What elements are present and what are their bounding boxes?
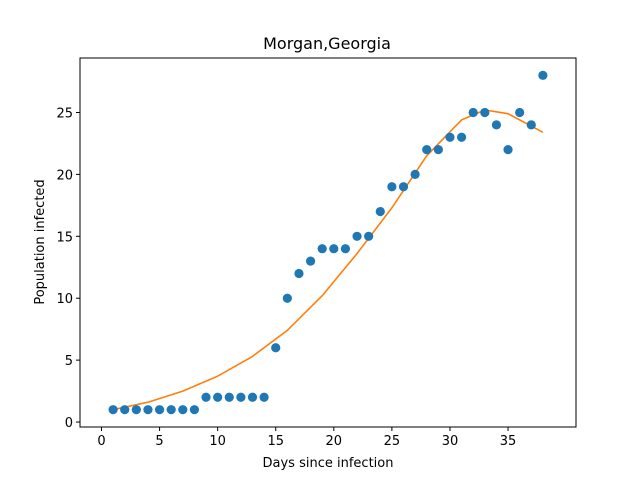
data-point: [456, 132, 467, 142]
data-point: [515, 107, 525, 118]
data-point: [329, 244, 339, 254]
data-point: [236, 392, 246, 402]
y-tick-label: 10: [56, 292, 73, 307]
data-point: [375, 206, 385, 217]
plot-area: [108, 70, 548, 415]
data-point: [247, 392, 258, 402]
data-point: [294, 268, 304, 279]
data-point: [154, 405, 165, 415]
data-point: [259, 392, 269, 402]
x-axis-label: Days since infection: [263, 456, 394, 471]
y-tick-label: 25: [56, 106, 73, 121]
chart-title: Morgan,Georgia: [263, 34, 391, 53]
data-point: [445, 132, 455, 142]
data-point: [213, 392, 223, 402]
data-point: [503, 145, 513, 155]
x-tick-label: 30: [442, 434, 459, 449]
data-point: [468, 107, 478, 118]
data-point: [120, 405, 130, 415]
data-point: [305, 256, 316, 266]
data-point: [201, 392, 211, 402]
data-point: [433, 145, 443, 155]
y-tick-label: 5: [65, 354, 73, 369]
x-axis: 0 5 10 15 20 25 30 35: [97, 427, 516, 449]
y-axis-label: Population infected: [33, 179, 48, 304]
data-point: [364, 231, 374, 241]
x-tick-label: 10: [209, 434, 226, 449]
data-point: [131, 405, 141, 415]
data-point: [340, 244, 351, 254]
data-point: [352, 231, 362, 241]
x-tick-label: 25: [384, 434, 401, 449]
data-point: [410, 169, 420, 179]
data-point: [491, 120, 502, 130]
data-point: [526, 120, 536, 130]
data-point: [422, 145, 432, 155]
data-point: [282, 293, 292, 303]
y-tick-label: 15: [56, 230, 73, 245]
y-axis: 0 5 10 15 20 25: [56, 106, 80, 431]
x-tick-label: 20: [326, 434, 343, 449]
y-tick-label: 0: [65, 416, 73, 431]
x-tick-label: 35: [500, 434, 517, 449]
data-point: [271, 343, 281, 353]
x-tick-label: 0: [97, 434, 105, 449]
data-point: [143, 405, 153, 415]
data-point: [317, 244, 327, 254]
data-point: [178, 405, 188, 415]
data-point: [224, 392, 234, 402]
x-tick-label: 15: [267, 434, 284, 449]
data-point: [538, 70, 548, 80]
y-tick-label: 20: [56, 168, 73, 183]
axes-frame: [79, 57, 577, 428]
data-point: [398, 182, 409, 192]
x-tick-label: 5: [155, 434, 163, 449]
data-point: [387, 182, 397, 192]
data-point: [166, 405, 176, 415]
data-point: [189, 405, 200, 415]
data-point: [480, 107, 490, 118]
data-point: [108, 405, 118, 415]
